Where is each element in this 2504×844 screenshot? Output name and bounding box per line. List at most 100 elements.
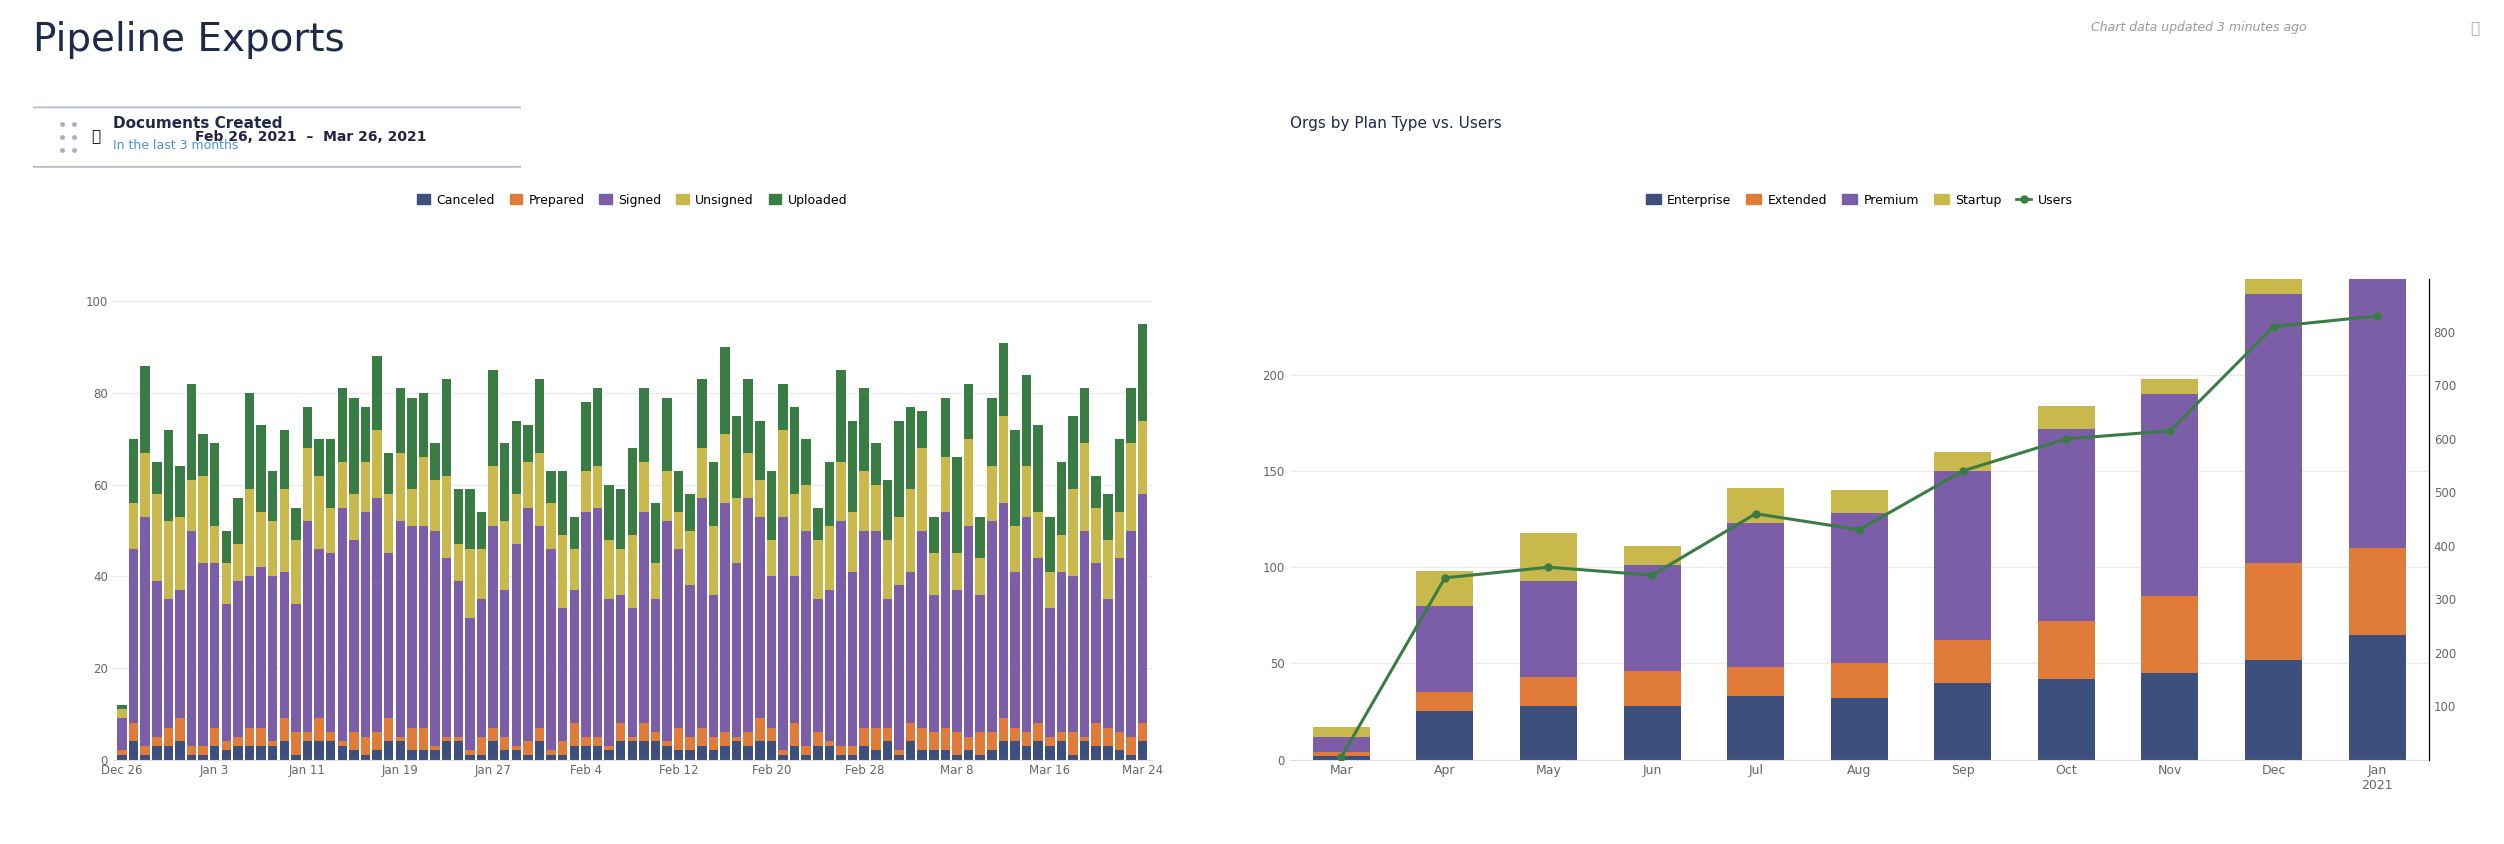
Bar <box>476 512 486 549</box>
Text: 📅: 📅 <box>93 130 100 144</box>
Bar <box>1092 507 1102 563</box>
Bar <box>431 443 441 480</box>
Bar <box>906 490 916 571</box>
Bar <box>2349 259 2406 269</box>
Bar <box>511 420 521 494</box>
Bar <box>140 365 150 452</box>
Bar <box>661 741 671 746</box>
Bar <box>268 471 278 522</box>
Bar <box>128 439 138 503</box>
Bar <box>220 531 230 563</box>
Bar <box>894 517 904 586</box>
Bar <box>824 590 834 741</box>
Bar <box>383 452 393 494</box>
Bar <box>383 718 393 741</box>
Bar <box>338 746 348 760</box>
Bar <box>964 384 974 439</box>
Bar <box>501 737 508 750</box>
Bar <box>674 471 684 512</box>
Bar <box>303 448 313 522</box>
Bar <box>849 571 856 746</box>
Bar <box>523 507 533 741</box>
Bar <box>268 522 278 576</box>
Bar <box>1728 523 1785 668</box>
Bar <box>2349 269 2406 548</box>
Bar <box>824 746 834 760</box>
Bar <box>536 379 543 452</box>
Bar <box>1520 706 1578 760</box>
Bar <box>593 388 603 467</box>
Bar <box>859 471 869 531</box>
Bar <box>383 741 393 760</box>
Bar <box>942 512 949 728</box>
Bar <box>280 490 288 571</box>
Bar <box>511 750 521 760</box>
Bar <box>373 430 383 499</box>
Bar <box>916 411 926 448</box>
Bar <box>373 499 383 732</box>
Bar <box>1034 425 1044 512</box>
Text: ⤢: ⤢ <box>2469 21 2479 36</box>
Bar <box>999 741 1009 760</box>
Bar <box>210 443 220 526</box>
Bar <box>466 750 476 755</box>
Bar <box>916 728 926 750</box>
Bar <box>326 554 336 732</box>
Bar <box>1104 539 1112 599</box>
Bar <box>1127 755 1137 760</box>
Bar <box>581 471 591 512</box>
Bar <box>744 452 754 499</box>
Bar <box>220 741 230 750</box>
Bar <box>1520 581 1578 677</box>
Bar <box>581 403 591 471</box>
Bar <box>1417 692 1472 711</box>
Bar <box>316 439 323 475</box>
Bar <box>1022 517 1032 732</box>
Bar <box>731 499 741 563</box>
Bar <box>2246 252 2301 294</box>
Bar <box>836 746 846 755</box>
Bar <box>233 746 243 760</box>
Bar <box>290 732 300 755</box>
Bar <box>1009 741 1019 760</box>
Bar <box>373 750 383 760</box>
Bar <box>1057 535 1067 571</box>
Bar <box>952 590 962 732</box>
Bar <box>929 554 939 595</box>
Bar <box>1127 443 1137 531</box>
Bar <box>431 746 441 750</box>
Bar <box>118 755 128 760</box>
Bar <box>453 490 463 544</box>
Bar <box>756 718 764 741</box>
Bar <box>871 750 881 760</box>
Bar <box>616 490 626 549</box>
Bar <box>779 517 789 750</box>
Bar <box>245 490 255 576</box>
Bar <box>303 522 313 732</box>
Legend: Canceled, Prepared, Signed, Unsigned, Uploaded: Canceled, Prepared, Signed, Unsigned, Up… <box>413 188 851 212</box>
Bar <box>1417 711 1472 760</box>
Bar <box>1092 723 1102 746</box>
Bar <box>501 522 508 590</box>
Bar <box>316 741 323 760</box>
Bar <box>593 746 603 760</box>
Bar <box>255 425 265 512</box>
Bar <box>603 539 613 599</box>
Bar <box>779 430 789 517</box>
Bar <box>175 718 185 741</box>
Bar <box>906 723 916 741</box>
Bar <box>1057 462 1067 535</box>
Bar <box>987 750 997 760</box>
Bar <box>523 755 533 760</box>
Bar <box>859 531 869 728</box>
Bar <box>2038 429 2096 621</box>
Bar <box>859 388 869 471</box>
Bar <box>1830 698 1888 760</box>
Bar <box>1933 471 1991 641</box>
Bar <box>616 595 626 723</box>
Bar <box>431 531 441 746</box>
Bar <box>290 755 300 760</box>
Bar <box>629 535 636 609</box>
Bar <box>348 398 358 494</box>
Bar <box>501 750 508 760</box>
